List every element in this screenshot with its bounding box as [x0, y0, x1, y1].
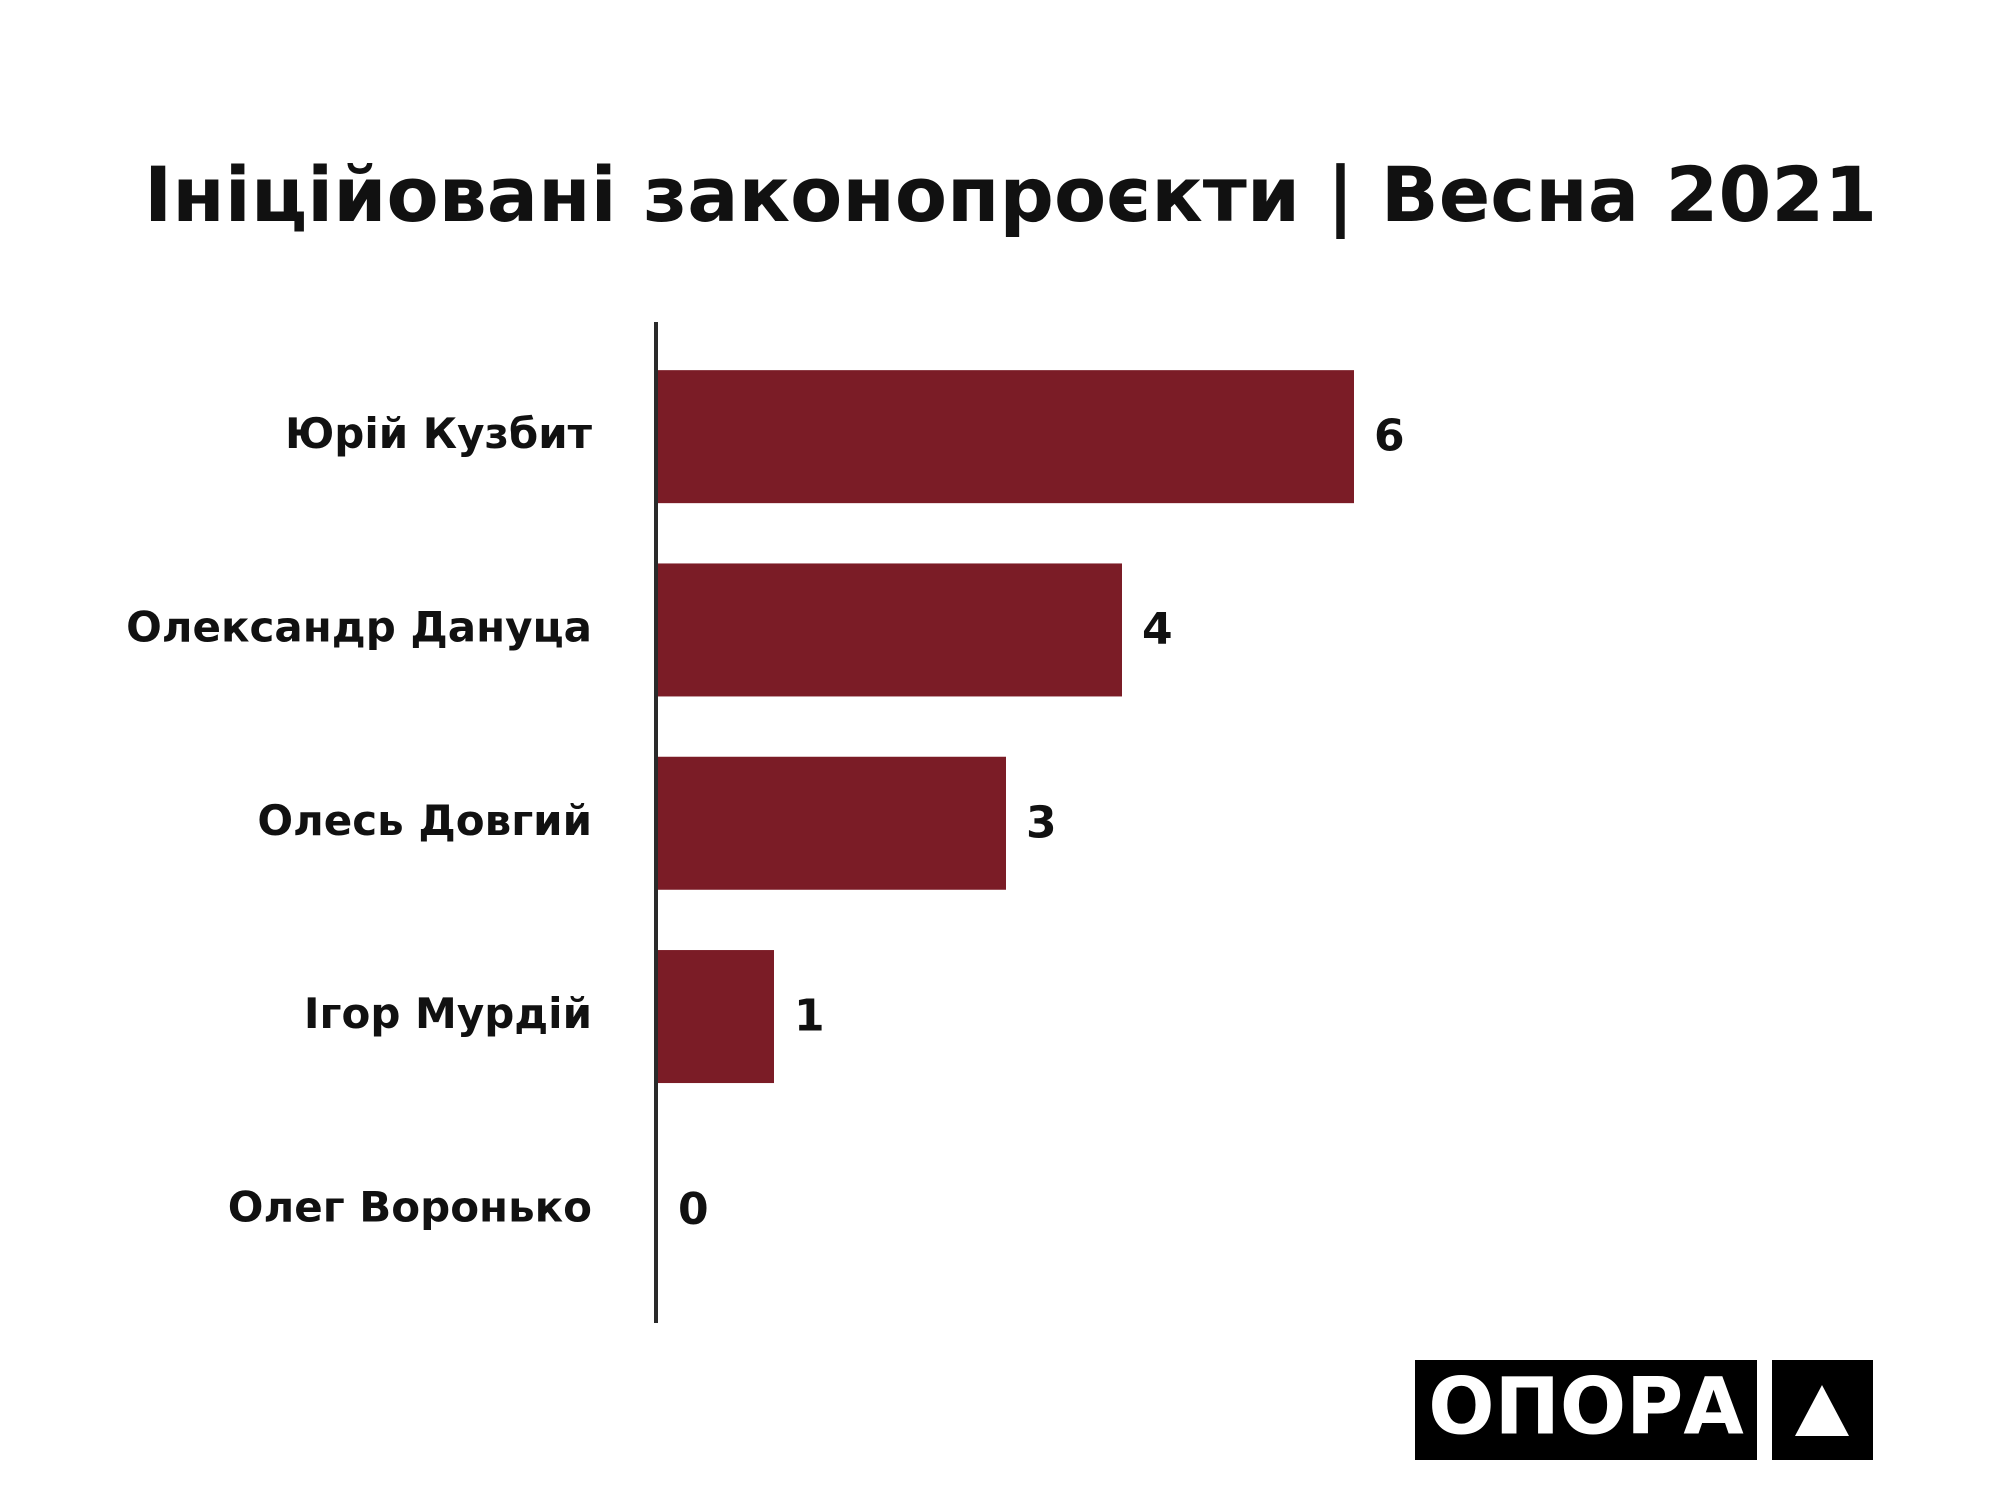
bar [658, 370, 1354, 504]
logo-box [1415, 1360, 1757, 1460]
bar [658, 563, 1122, 697]
logo: ОПОРА [1415, 1360, 1873, 1460]
category-label: Олесь Довгий [257, 796, 592, 845]
bar [658, 950, 774, 1084]
logo-text: ОПОРА [1428, 1362, 1743, 1452]
logo-triangle [1795, 1385, 1849, 1436]
category-label: Юрій Кузбит [285, 409, 593, 458]
value-label: 4 [1142, 604, 1173, 655]
chart-title: Ініційовані законопроєкти | Весна 2021 [144, 150, 1877, 240]
value-label: 3 [1026, 797, 1057, 848]
category-label: Ігор Мурдій [304, 989, 592, 1038]
bar [658, 756, 1006, 890]
value-label: 1 [794, 991, 825, 1042]
category-label: Олександр Дануца [126, 602, 592, 651]
value-label: 6 [1374, 411, 1405, 462]
value-label: 0 [678, 1184, 709, 1235]
category-label: Олег Воронько [228, 1182, 592, 1231]
